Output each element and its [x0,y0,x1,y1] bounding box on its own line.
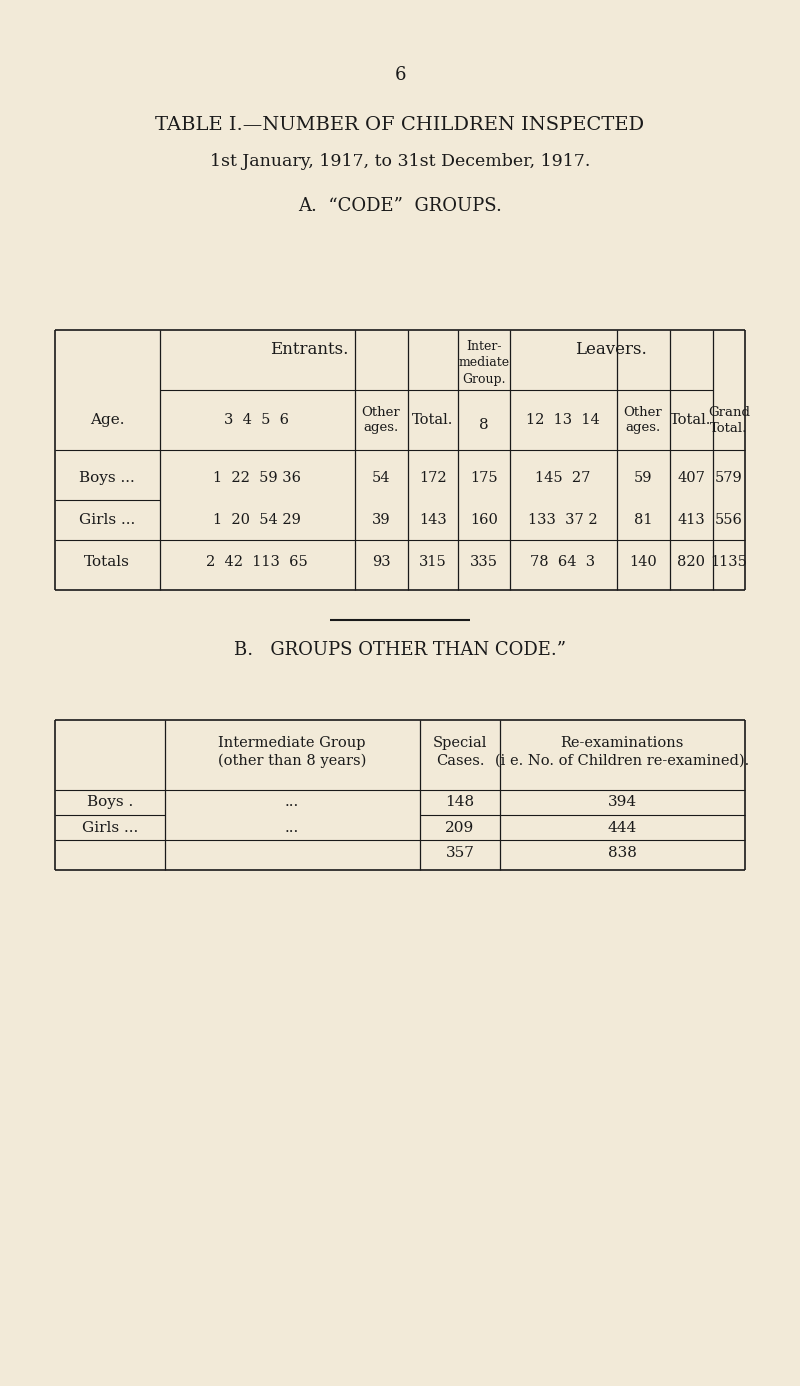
Text: 315: 315 [419,554,447,570]
Text: Girls ...: Girls ... [79,513,135,527]
Text: 394: 394 [607,796,637,809]
Text: Intermediate Group
(other than 8 years): Intermediate Group (other than 8 years) [218,736,366,768]
Text: Special
Cases.: Special Cases. [433,736,487,768]
Text: 93: 93 [372,554,390,570]
Text: TABLE I.—NUMBER OF CHILDREN INSPECTED: TABLE I.—NUMBER OF CHILDREN INSPECTED [155,116,645,134]
Text: 145  27: 145 27 [535,471,590,485]
Text: Boys .: Boys . [87,796,133,809]
Text: 54: 54 [372,471,390,485]
Text: 172: 172 [419,471,447,485]
Text: Entrants.: Entrants. [270,341,348,359]
Text: Age.: Age. [90,413,124,427]
Text: 6: 6 [394,67,406,85]
Text: 413: 413 [677,513,705,527]
Text: 59: 59 [634,471,652,485]
Text: 160: 160 [470,513,498,527]
Text: 39: 39 [372,513,390,527]
Text: 175: 175 [470,471,498,485]
Text: Inter-
mediate
Group.: Inter- mediate Group. [458,341,510,385]
Text: 579: 579 [715,471,743,485]
Text: 820: 820 [677,554,705,570]
Text: Girls ...: Girls ... [82,821,138,834]
Text: Total.: Total. [412,413,454,427]
Text: 2  42  113  65: 2 42 113 65 [206,554,308,570]
Text: Total.: Total. [670,413,712,427]
Text: 838: 838 [607,845,637,859]
Text: 1  20  54 29: 1 20 54 29 [213,513,301,527]
Text: 1  22  59 36: 1 22 59 36 [213,471,301,485]
Text: Other
ages.: Other ages. [362,406,400,434]
Text: 556: 556 [715,513,743,527]
Text: 78  64  3: 78 64 3 [530,554,595,570]
Text: Leavers.: Leavers. [575,341,647,359]
Text: 335: 335 [470,554,498,570]
Text: B.   GROUPS OTHER THAN CODE.”: B. GROUPS OTHER THAN CODE.” [234,640,566,658]
Text: Re-examinations
(i e. No. of Children re-examined).: Re-examinations (i e. No. of Children re… [495,736,749,768]
Text: 143: 143 [419,513,447,527]
Text: 1st January, 1917, to 31st December, 1917.: 1st January, 1917, to 31st December, 191… [210,154,590,170]
Text: 8: 8 [479,419,489,432]
Text: 357: 357 [446,845,474,859]
Text: 407: 407 [677,471,705,485]
Text: 444: 444 [607,821,637,834]
Text: ...: ... [285,821,299,834]
Text: 148: 148 [446,796,474,809]
Text: 1135: 1135 [710,554,747,570]
Text: 3  4  5  6: 3 4 5 6 [225,413,290,427]
Text: Boys ...: Boys ... [79,471,135,485]
Text: 140: 140 [629,554,657,570]
Text: 81: 81 [634,513,652,527]
Text: Other
ages.: Other ages. [624,406,662,434]
Text: A.  “CODE”  GROUPS.: A. “CODE” GROUPS. [298,197,502,215]
Text: Grand
Total.: Grand Total. [708,406,750,434]
Text: 133  37 2: 133 37 2 [528,513,598,527]
Text: Totals: Totals [84,554,130,570]
Text: ...: ... [285,796,299,809]
Text: 209: 209 [446,821,474,834]
Text: 12  13  14: 12 13 14 [526,413,600,427]
